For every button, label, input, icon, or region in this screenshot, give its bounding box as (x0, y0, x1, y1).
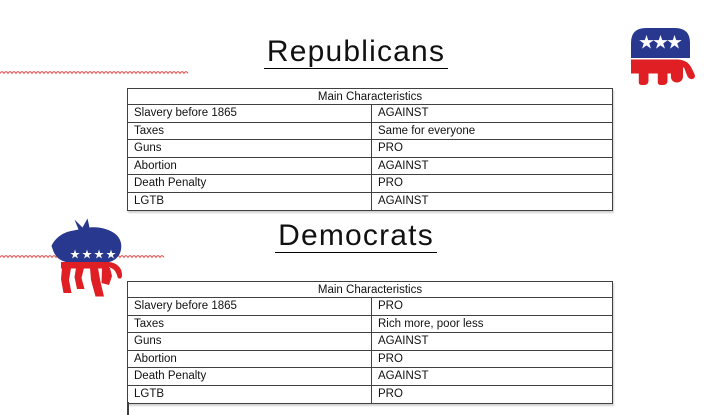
donkey-legs-and-tail (61, 262, 123, 297)
characteristic-label: Death Penalty (128, 175, 372, 192)
elephant-body (631, 59, 695, 85)
characteristic-label: Slavery before 1865 (128, 298, 372, 315)
table-row: Taxes Same for everyone (128, 122, 612, 140)
table-row: Slavery before 1865 AGAINST (128, 105, 612, 123)
republicans-title: Republicans (263, 37, 449, 69)
characteristic-value: AGAINST (378, 159, 429, 172)
republicans-table: Main Characteristics Slavery before 1865… (127, 88, 613, 211)
characteristic-value: AGAINST (378, 107, 429, 120)
characteristic-label: LGTB (128, 385, 372, 403)
republican-elephant-icon (631, 28, 695, 85)
characteristic-label: Slavery before 1865 (128, 105, 372, 122)
donkey-head-and-back (51, 218, 122, 262)
clipped-table-border (127, 402, 129, 415)
table-row: LGTB PRO (128, 385, 612, 403)
characteristic-value: AGAINST (378, 195, 429, 208)
characteristic-label: Guns (128, 140, 372, 157)
democrats-table: Main Characteristics Slavery before 1865… (127, 281, 613, 404)
table-row: Taxes Rich more, poor less (128, 315, 612, 333)
characteristic-label: Abortion (128, 157, 372, 174)
characteristic-value: PRO (378, 300, 403, 313)
table-row: Abortion AGAINST (128, 157, 612, 175)
spellcheck-squiggle-icon (0, 71, 189, 75)
characteristic-value: PRO (378, 388, 403, 401)
characteristic-label: Taxes (128, 122, 372, 139)
table-row: Death Penalty AGAINST (128, 368, 612, 386)
table-row: Guns AGAINST (128, 333, 612, 351)
table-row: Abortion PRO (128, 350, 612, 368)
characteristic-value: PRO (378, 142, 403, 155)
democrat-donkey-icon (51, 218, 123, 297)
table-row: Guns PRO (128, 140, 612, 158)
characteristic-value: Same for everyone (378, 124, 476, 137)
characteristic-value: Rich more, poor less (378, 317, 484, 330)
characteristic-value: AGAINST (378, 370, 429, 383)
characteristic-label: Guns (128, 333, 372, 350)
characteristic-value: AGAINST (378, 335, 429, 348)
table-row: LGTB AGAINST (128, 192, 612, 210)
characteristic-label: Taxes (128, 315, 372, 332)
democrats-title: Democrats (275, 221, 437, 253)
table-header-cell: Main Characteristics (128, 89, 612, 105)
characteristic-label: Death Penalty (128, 368, 372, 385)
characteristic-label: LGTB (128, 192, 372, 210)
characteristic-value: PRO (378, 352, 403, 365)
table-row: Death Penalty PRO (128, 175, 612, 193)
table-header-cell: Main Characteristics (128, 282, 612, 298)
characteristic-label: Abortion (128, 350, 372, 367)
characteristic-value: PRO (378, 177, 403, 190)
republicans-title-row: Republicans (0, 37, 712, 75)
table-row: Slavery before 1865 PRO (128, 298, 612, 316)
